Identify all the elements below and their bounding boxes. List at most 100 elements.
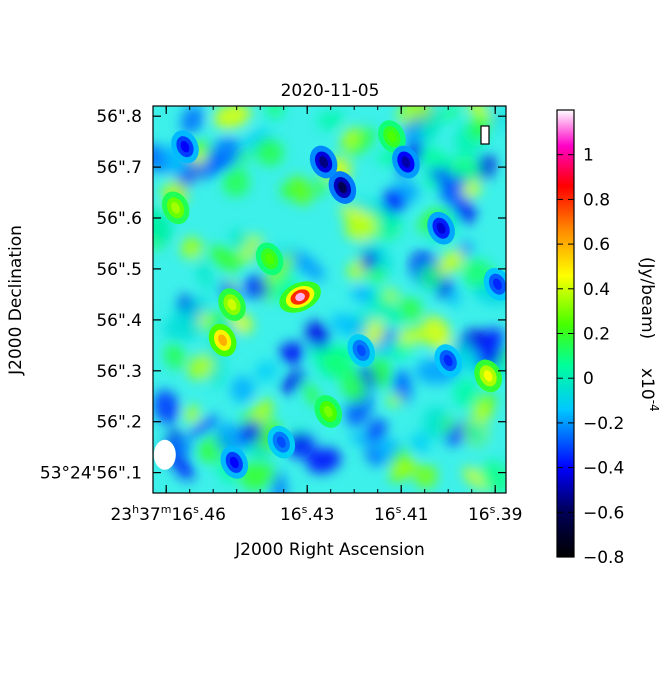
noise-blob (291, 250, 326, 281)
noise-blob (448, 288, 461, 307)
noise-blob (255, 361, 278, 382)
noise-blob (437, 106, 462, 122)
noise-blob (370, 354, 393, 389)
colorbar-tick-label: −0.4 (583, 459, 624, 479)
noise-blob (279, 342, 305, 364)
noise-blob (487, 108, 506, 129)
noise-blob (422, 316, 452, 350)
colorbar-tick-label: 0 (583, 369, 594, 389)
emission-peak (483, 370, 493, 382)
noise-blob (365, 418, 387, 444)
noise-blob (442, 174, 468, 195)
noise-blob (476, 328, 506, 369)
noise-blob (153, 389, 180, 425)
noise-blob (389, 459, 418, 479)
emission-trough (229, 456, 239, 469)
emission-peak (295, 292, 305, 302)
colorbar-tick-label: 1 (583, 146, 594, 166)
colorbar-tick-label: 0.2 (583, 325, 610, 345)
colorbar-tick-label: −0.8 (583, 548, 624, 568)
noise-blob (231, 148, 252, 167)
emission-features (161, 120, 506, 479)
y-tick-label: 56".7 (96, 158, 142, 178)
noise-blob (188, 415, 219, 439)
noise-blob (453, 377, 479, 409)
noise-blob (375, 298, 404, 327)
noise-blob (181, 237, 203, 260)
colorbar-scale-label: x10-4 (637, 368, 661, 412)
emission-trough (180, 141, 190, 153)
emission-peak (171, 202, 181, 214)
noise-blob (192, 154, 231, 180)
noise-blob (418, 264, 444, 290)
noise-blob (366, 267, 387, 283)
noise-blob (475, 154, 496, 181)
noise-blob (280, 183, 295, 200)
y-tick-label: 56".8 (96, 107, 142, 127)
noise-blob (341, 127, 361, 151)
noise-blob (254, 137, 284, 166)
noise-blob (213, 106, 251, 130)
noise-blob (187, 354, 215, 380)
colorbar: −0.8 −0.6 −0.4 −0.2 0 0.2 0.4 0.6 0.8 1 (Jy/beam)… (556, 109, 661, 568)
emission-trough (493, 278, 502, 290)
noise-blob (196, 257, 213, 291)
emission-map (153, 106, 506, 493)
emission-peak (227, 298, 237, 311)
noise-blob (386, 394, 403, 407)
plot-frame (152, 105, 507, 494)
noise-blob (321, 354, 355, 380)
noise-blob (153, 206, 174, 245)
emission-trough (436, 222, 446, 234)
noise-blob (230, 229, 249, 250)
noise-blob (172, 454, 195, 481)
emission-trough (356, 344, 366, 357)
x-tick-label: 16s.39 (468, 503, 522, 525)
noise-blob (222, 167, 250, 197)
colorbar-tick-label: −0.6 (583, 503, 624, 523)
noise-blob (328, 110, 344, 127)
colorbar-tick-label: 0.6 (583, 235, 610, 255)
noise-blob (180, 106, 204, 135)
noise-blob (422, 406, 449, 439)
emission-trough (401, 156, 411, 168)
noise-blob (313, 179, 326, 196)
noise-blob (351, 285, 375, 304)
emission-trough (337, 181, 347, 194)
noise-blob (382, 190, 405, 215)
noise-blob (437, 249, 465, 275)
noise-blob (305, 320, 331, 350)
noise-blob (330, 313, 368, 339)
emission-peak (387, 130, 397, 143)
noise-blob (249, 398, 273, 428)
noise-blob (178, 297, 210, 325)
noise-blob (281, 370, 306, 394)
x-tick-marks (165, 106, 496, 493)
noise-blob (479, 460, 506, 493)
y-tick-label: 56".4 (96, 311, 142, 331)
noise-blob (265, 106, 285, 119)
beam-ellipse (153, 439, 176, 470)
x-tick-labels: 23h37m16s.46 16s.43 16s.41 16s.39 (110, 503, 522, 525)
y-tick-label: 53°24'56".1 (40, 464, 142, 484)
noise-blob (288, 175, 313, 205)
emission-trough (319, 156, 329, 168)
noise-blob (208, 245, 243, 272)
colorbar-tick-label: −0.2 (583, 414, 624, 434)
noise-blob (242, 275, 270, 299)
noise-blob (339, 205, 370, 224)
x-axis-title: J2000 Right Ascension (234, 540, 425, 560)
y-tick-label: 56".5 (96, 260, 142, 280)
emission-trough (443, 354, 453, 367)
colorbar-unit-label: (Jy/beam) (637, 257, 657, 339)
noise-blob (473, 401, 493, 423)
plot-area: I (152, 105, 507, 494)
noise-blob (395, 327, 430, 344)
noise-blob (361, 250, 378, 271)
emission-peak (265, 253, 275, 265)
noise-blob (164, 342, 185, 370)
noise-blob (385, 339, 414, 359)
x-tick-label: 23h37m16s.46 (110, 503, 225, 525)
colorbar-tick-label: 0.8 (583, 190, 610, 210)
stokes-badge: I (480, 125, 490, 145)
